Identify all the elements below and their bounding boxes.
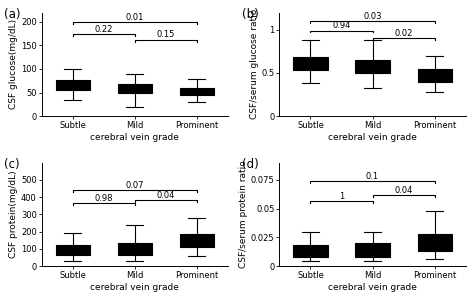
- PathPatch shape: [118, 243, 152, 255]
- Text: 0.04: 0.04: [394, 186, 413, 195]
- Text: 0.04: 0.04: [157, 191, 175, 200]
- Text: 0.02: 0.02: [394, 29, 413, 38]
- Text: (d): (d): [242, 158, 259, 171]
- Text: 0.1: 0.1: [366, 172, 379, 181]
- Y-axis label: CSF protein(mg/dL): CSF protein(mg/dL): [9, 170, 18, 258]
- X-axis label: cerebral vein grade: cerebral vein grade: [328, 133, 417, 142]
- Text: 0.03: 0.03: [363, 12, 382, 21]
- PathPatch shape: [293, 245, 328, 257]
- Text: 0.98: 0.98: [94, 194, 113, 202]
- PathPatch shape: [56, 245, 90, 255]
- PathPatch shape: [356, 60, 390, 73]
- Text: 1: 1: [339, 191, 344, 200]
- Text: 0.94: 0.94: [332, 21, 351, 30]
- Text: (a): (a): [4, 8, 21, 21]
- PathPatch shape: [356, 243, 390, 257]
- Text: 0.07: 0.07: [126, 181, 144, 190]
- Text: (b): (b): [242, 8, 259, 21]
- PathPatch shape: [56, 80, 90, 90]
- PathPatch shape: [418, 234, 452, 251]
- X-axis label: cerebral vein grade: cerebral vein grade: [91, 133, 179, 142]
- PathPatch shape: [180, 234, 214, 247]
- Y-axis label: CSF/serum glucose ratio: CSF/serum glucose ratio: [250, 9, 259, 119]
- Y-axis label: CSF/serum protein ratio: CSF/serum protein ratio: [239, 160, 248, 268]
- Y-axis label: CSF glucose(mg/dL): CSF glucose(mg/dL): [9, 19, 18, 109]
- Text: 0.01: 0.01: [126, 13, 144, 22]
- Text: 0.15: 0.15: [157, 31, 175, 40]
- Text: (c): (c): [4, 158, 20, 171]
- Text: 0.22: 0.22: [95, 25, 113, 34]
- PathPatch shape: [293, 57, 328, 70]
- PathPatch shape: [418, 70, 452, 82]
- PathPatch shape: [180, 88, 214, 95]
- X-axis label: cerebral vein grade: cerebral vein grade: [328, 283, 417, 292]
- PathPatch shape: [118, 84, 152, 93]
- X-axis label: cerebral vein grade: cerebral vein grade: [91, 283, 179, 292]
